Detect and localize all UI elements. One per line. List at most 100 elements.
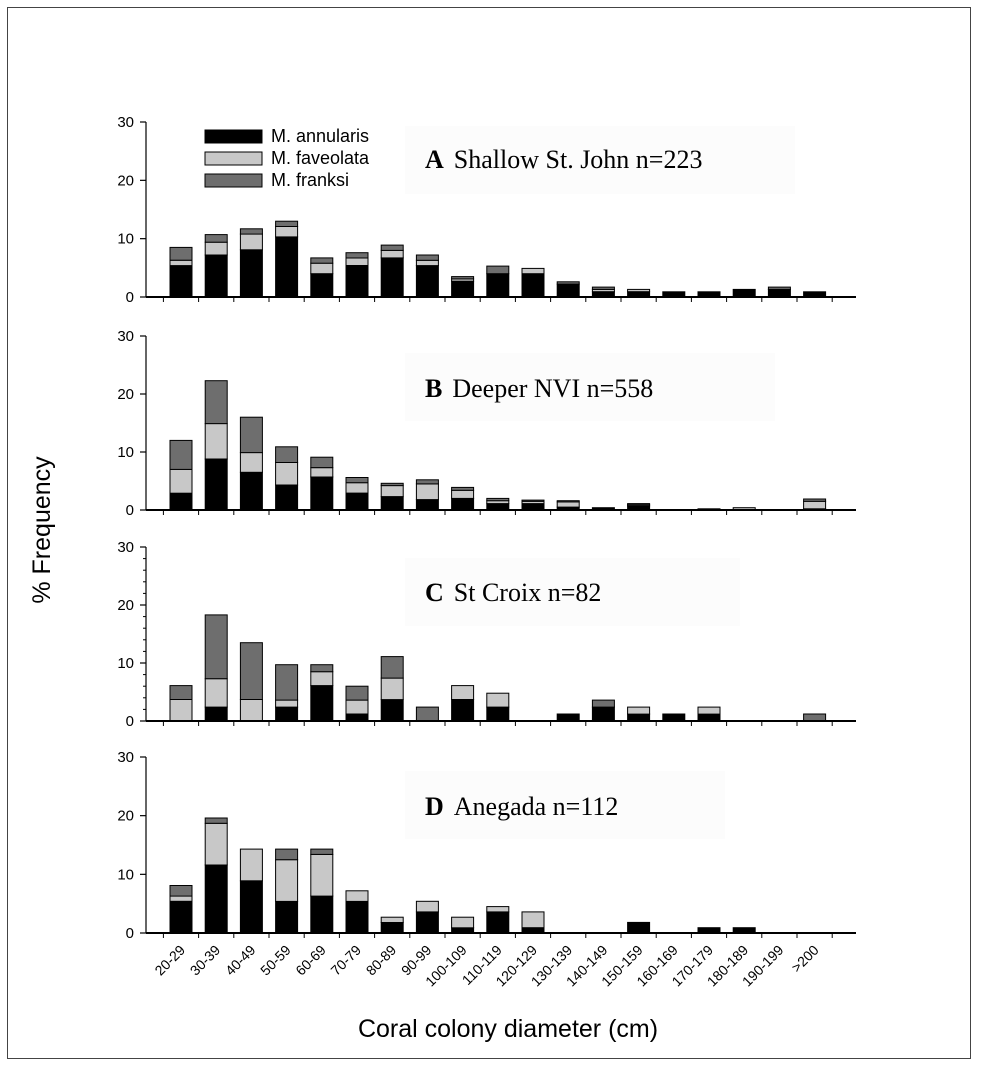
bar-segment — [591, 286, 615, 290]
panel-title-text: St Croix n=82 — [454, 578, 602, 607]
panel-letter: C — [425, 578, 444, 607]
bar-segment — [310, 257, 334, 264]
bar-segment — [767, 286, 791, 290]
y-tick-label: 10 — [117, 231, 134, 248]
bar-segment — [239, 848, 263, 882]
panel-title: C St Croix n=82 — [425, 578, 601, 607]
bar-segment — [380, 916, 404, 924]
figure-frame — [7, 7, 971, 1059]
bar-segment — [239, 642, 263, 701]
bar-segment — [345, 890, 369, 902]
bar-segment — [345, 477, 369, 484]
legend-swatch — [204, 173, 263, 188]
y-tick-label: 20 — [117, 597, 134, 614]
bar-segment — [310, 664, 334, 673]
bar-segment — [627, 503, 651, 506]
y-tick-label: 10 — [117, 444, 134, 461]
bar-segment — [451, 486, 475, 491]
y-tick-label: 10 — [117, 655, 134, 672]
y-tick-label: 20 — [117, 386, 134, 403]
panel-letter: D — [425, 792, 444, 821]
y-tick-label: 20 — [117, 808, 134, 825]
panel-title-box — [405, 126, 795, 194]
bar-segment — [204, 380, 228, 425]
bar-segment — [204, 614, 228, 680]
panel-title-text: Deeper NVI n=558 — [452, 374, 653, 403]
bar-segment — [380, 656, 404, 679]
bar-segment — [521, 911, 545, 929]
bar-segment — [486, 906, 510, 913]
bar-segment — [275, 848, 299, 861]
bar-segment — [169, 246, 193, 261]
bar-segment — [380, 482, 404, 487]
panel-letter: B — [425, 374, 442, 403]
y-tick-label: 30 — [117, 749, 134, 766]
bar-segment — [803, 498, 827, 502]
bar-segment — [415, 900, 439, 913]
bar-segment — [169, 439, 193, 470]
bar-segment — [521, 499, 545, 502]
bar-segment — [275, 664, 299, 701]
y-tick-label: 0 — [126, 713, 134, 730]
bar-segment — [239, 228, 263, 235]
bar-segment — [451, 916, 475, 929]
bar-segment — [345, 685, 369, 701]
y-tick-label: 10 — [117, 866, 134, 883]
panel-letter: A — [425, 145, 444, 174]
y-tick-label: 30 — [117, 539, 134, 556]
x-axis-title: Coral colony diameter (cm) — [358, 1015, 658, 1043]
bar-segment — [486, 265, 510, 275]
y-tick-label: 0 — [126, 925, 134, 942]
panel-d: D Anegada n=112 0 10 20 30 — [117, 749, 856, 942]
y-axis-title: % Frequency — [28, 456, 56, 604]
bar-segment — [239, 416, 263, 454]
y-tick-label: 0 — [126, 502, 134, 519]
bar-segment — [451, 276, 475, 280]
legend-label: M. annularis — [271, 126, 369, 146]
bar-segment — [486, 497, 510, 502]
legend-swatch — [204, 151, 263, 166]
bar-segment — [451, 685, 475, 700]
bar-segment — [556, 500, 580, 503]
bar-segment — [204, 817, 228, 824]
bar-segment — [310, 848, 334, 855]
bar-segment — [627, 706, 651, 715]
legend-swatch — [204, 129, 263, 144]
legend-label: M. faveolata — [271, 148, 370, 168]
y-tick-label: 30 — [117, 328, 134, 345]
panel-title: D Anegada n=112 — [425, 792, 618, 821]
panel-b: B Deeper NVI n=558 0 10 20 30 — [117, 328, 856, 519]
y-tick-label: 0 — [126, 289, 134, 306]
y-tick-label: 20 — [117, 172, 134, 189]
bar-segment — [204, 234, 228, 243]
bar-segment — [169, 685, 193, 700]
bar-segment — [169, 885, 193, 897]
bar-segment — [627, 288, 651, 293]
panel-title-box — [405, 353, 775, 421]
bar-segment — [310, 456, 334, 469]
bar-segment — [345, 252, 369, 259]
bar-segment — [380, 244, 404, 251]
panel-title-box — [405, 558, 740, 626]
panel-title: B Deeper NVI n=558 — [425, 374, 653, 403]
y-tick-label: 30 — [117, 114, 134, 131]
panel-title-box — [405, 771, 725, 839]
bar-segment — [591, 699, 615, 708]
panel-title-text: Anegada n=112 — [454, 792, 619, 821]
bar-segment — [697, 706, 721, 715]
panel-title: A Shallow St. John n=223 — [425, 145, 702, 174]
legend-label: M. franksi — [271, 170, 349, 190]
bar-segment — [486, 692, 510, 708]
bar-segment — [275, 446, 299, 463]
bar-segment — [556, 281, 580, 285]
bar-segment — [521, 267, 545, 275]
bar-segment — [415, 254, 439, 261]
panel-a: A Shallow St. John n=223 0 10 20 30 — [117, 114, 856, 306]
panel-title-text: Shallow St. John n=223 — [454, 145, 703, 174]
panel-c: C St Croix n=82 0 10 20 30 — [117, 539, 856, 730]
bar-segment — [275, 220, 299, 227]
bar-segment — [415, 479, 439, 485]
